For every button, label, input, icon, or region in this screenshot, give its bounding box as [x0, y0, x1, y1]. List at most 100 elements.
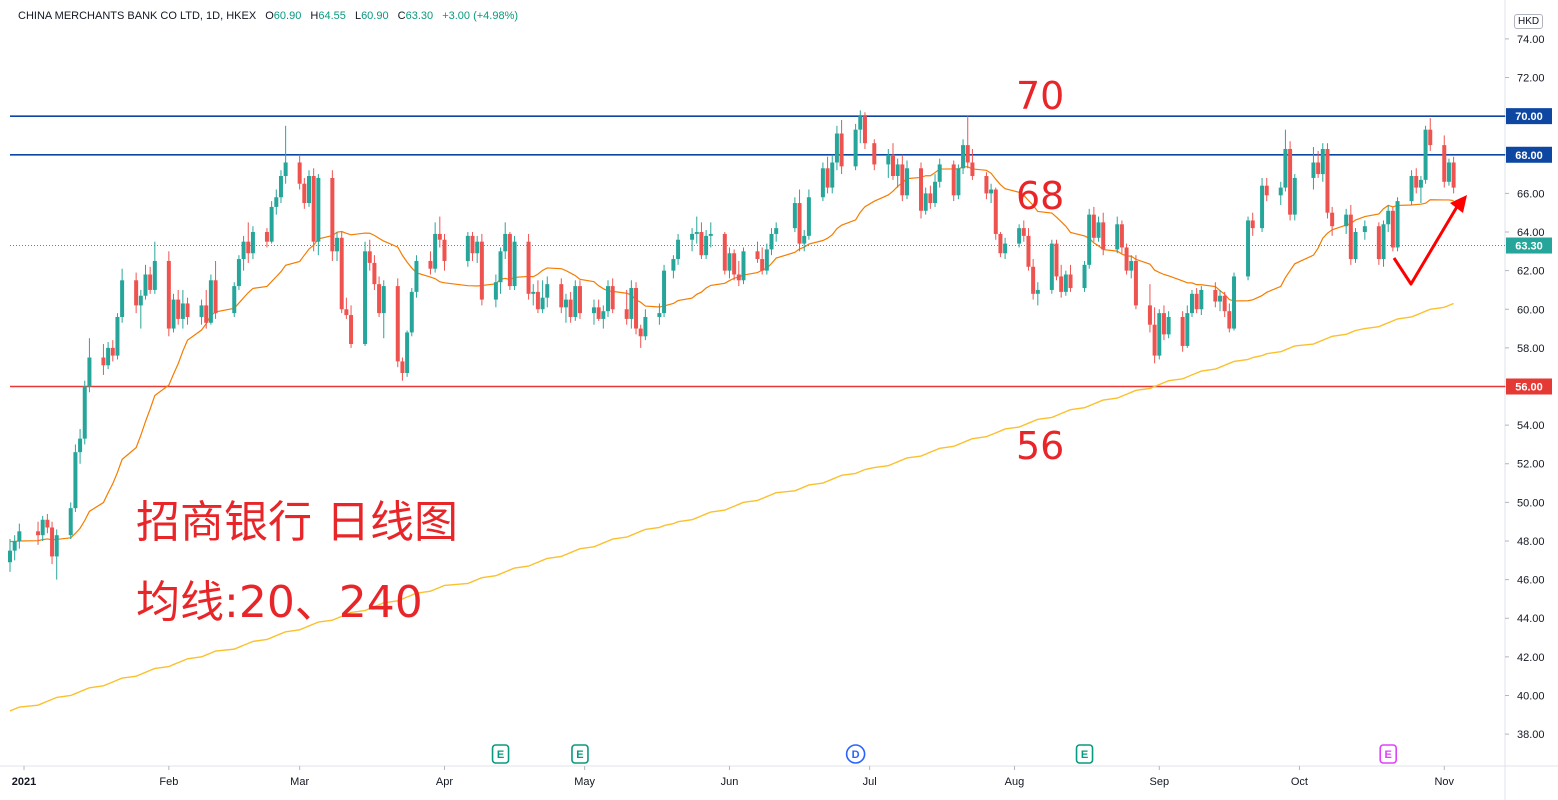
candle-up — [769, 228, 774, 256]
candle-down — [1330, 206, 1335, 236]
candle-body — [1418, 179, 1423, 188]
time-tick-label: Aug — [1005, 776, 1025, 788]
candle-up — [512, 235, 517, 290]
candle-body — [143, 274, 148, 296]
currency-badge[interactable]: HKD — [1514, 14, 1544, 29]
candle-body — [531, 291, 536, 294]
level-price-tag — [1506, 146, 1552, 163]
candle-up — [895, 158, 900, 188]
candle-up — [708, 222, 713, 248]
candle-up — [363, 241, 368, 346]
candle-down — [1316, 150, 1321, 178]
candle-down — [1264, 177, 1269, 202]
candle-body — [1049, 243, 1054, 290]
price-tick-label: 42.00 — [1517, 652, 1545, 664]
candle-body — [1311, 162, 1316, 178]
candle-up — [834, 125, 839, 171]
candle-body — [1133, 260, 1138, 306]
candle-body — [820, 168, 825, 198]
time-tick-label: Apr — [436, 776, 453, 788]
price-tick-label: 46.00 — [1517, 575, 1545, 587]
candle-down — [110, 340, 115, 362]
candle-body — [1059, 276, 1064, 292]
candle-up — [1185, 305, 1190, 348]
candle-body — [437, 233, 442, 240]
candle-up — [236, 255, 241, 290]
candle-body — [1035, 289, 1040, 294]
candle-down — [428, 251, 433, 275]
candle-body — [330, 177, 335, 252]
open-label: O — [265, 10, 274, 22]
price-tick-label: 64.00 — [1517, 227, 1545, 239]
candle-up — [690, 228, 695, 252]
candle-down — [148, 266, 153, 294]
candle-body — [694, 232, 699, 234]
candle-body — [1316, 162, 1321, 175]
candle-up — [704, 230, 709, 260]
candle-body — [377, 284, 382, 314]
candle-up — [1260, 177, 1265, 233]
candle-body — [493, 282, 498, 300]
candle-up — [606, 280, 610, 317]
candle-body — [676, 239, 681, 260]
candle-up — [171, 293, 176, 333]
candle-down — [1091, 206, 1096, 242]
candle-down — [1250, 212, 1255, 236]
candle-down — [568, 291, 573, 323]
event-letter: D — [852, 749, 860, 761]
candle-up — [1311, 147, 1316, 190]
candle-body — [545, 284, 550, 298]
candle-body — [970, 162, 975, 177]
candle-up — [1087, 208, 1092, 269]
candle-body — [919, 168, 924, 211]
candle-up — [802, 230, 807, 252]
candle-up — [858, 110, 863, 144]
candle-up — [250, 226, 255, 260]
candle-up — [1096, 216, 1101, 242]
candle-body — [349, 315, 354, 345]
candle-body — [82, 386, 87, 439]
time-tick-label: Oct — [1291, 776, 1308, 788]
candle-down — [797, 189, 802, 252]
candle-body — [1124, 247, 1129, 271]
candle-down — [1031, 259, 1036, 300]
candle-body — [834, 133, 839, 163]
time-tick-label: Nov — [1434, 776, 1454, 788]
time-tick-label: Jun — [721, 776, 739, 788]
candle-body — [862, 116, 867, 144]
candle-body — [858, 116, 863, 130]
candle-body — [1091, 214, 1096, 238]
candle-body — [1330, 212, 1335, 227]
candle-up — [120, 268, 125, 323]
candle-body — [1414, 176, 1419, 188]
candle-body — [400, 361, 405, 373]
candle-body — [1376, 226, 1381, 260]
candle-down — [890, 143, 895, 180]
candle-body — [671, 259, 676, 271]
candle-body — [573, 286, 578, 317]
arrow-head — [1450, 195, 1467, 213]
candle-up — [853, 123, 858, 171]
candle-down — [479, 233, 484, 306]
candle-body — [923, 193, 928, 211]
candle-body — [1096, 222, 1101, 238]
candle-down — [349, 305, 354, 348]
candle-body — [568, 299, 573, 317]
candle-down — [246, 222, 251, 263]
price-tick-label: 72.00 — [1517, 73, 1545, 85]
candle-down — [297, 154, 302, 190]
candle-down — [330, 170, 335, 261]
candle-up — [138, 289, 143, 329]
candle-body — [311, 176, 316, 242]
candle-down — [624, 289, 629, 325]
candle-up — [830, 154, 835, 194]
candle-down — [825, 156, 830, 194]
price-tick-label: 44.00 — [1517, 613, 1545, 625]
candle-body — [1390, 210, 1395, 248]
candle-body — [1423, 129, 1428, 180]
candle-body — [1082, 264, 1087, 289]
candle-body — [984, 176, 989, 194]
price-tick-label: 48.00 — [1517, 536, 1545, 548]
candle-down — [1194, 288, 1199, 314]
